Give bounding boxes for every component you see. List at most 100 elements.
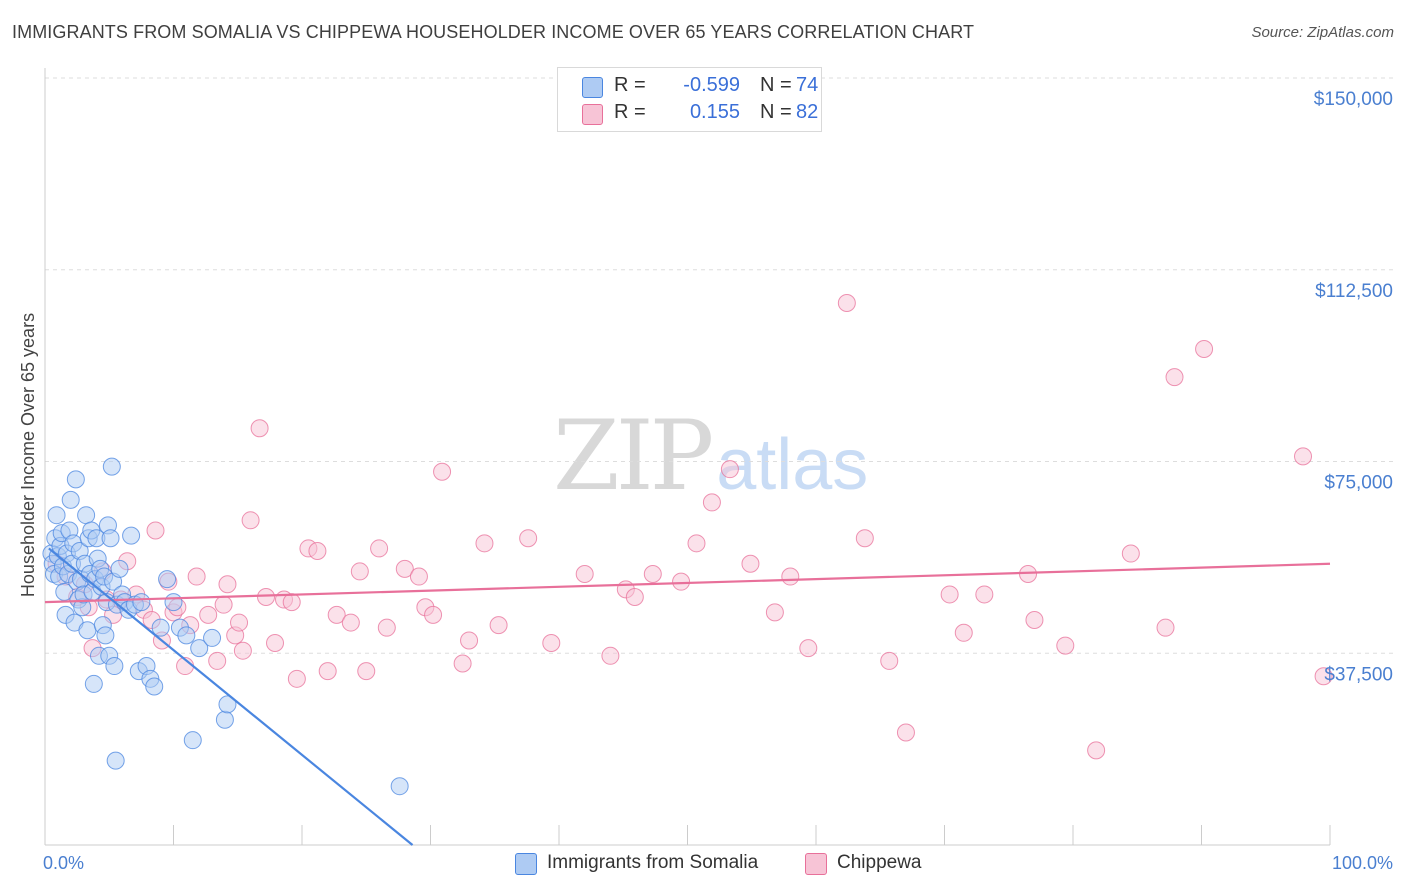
chippewa-point [720,460,739,479]
chippewa-point [318,662,337,681]
chippewa-point [855,529,874,548]
chippewa-point [475,534,494,553]
somalia-trendline [48,547,414,846]
chippewa-point [1294,447,1313,466]
somalia-point [203,628,222,647]
somalia-point [106,751,125,770]
legend-swatch-somalia [515,853,537,875]
chippewa-point [1156,618,1175,637]
somalia-point [215,710,234,729]
chippewa-point [672,572,691,591]
chippewa-point [146,521,165,540]
chippewa-point [896,723,915,742]
source-label: Source: ZipAtlas.com [1251,24,1394,41]
chippewa-point [837,293,856,312]
chippewa-point [687,534,706,553]
somalia-point [84,674,103,693]
legend-n-value: 74 [796,74,819,96]
somalia-point [145,677,164,696]
chippewa-point [643,564,662,583]
chippewa-point [409,567,428,586]
chippewa-point [880,651,899,670]
somalia-point [77,506,96,525]
chippewa-point [954,623,973,642]
somalia-point [390,777,409,796]
chippewa-point [424,605,443,624]
legend-swatch-somalia [582,77,603,98]
chippewa-point [377,618,396,637]
somalia-point [101,529,120,548]
x-tick-label: 100.0% [1332,853,1393,873]
legend-label-chippewa: Chippewa [837,852,922,873]
watermark-zip: ZIP [553,400,714,512]
legend-r-label: R = [614,74,646,96]
legend-r-label: R = [614,101,646,123]
chippewa-point [241,511,260,530]
chippewa-point [1025,611,1044,630]
chippewa-point [214,595,233,614]
y-axis-title: Householder Income Over 65 years [18,313,38,597]
chippewa-point [199,605,218,624]
y-tick-label: $75,000 [1324,473,1393,494]
chippewa-point [250,419,269,438]
chippewa-point [601,646,620,665]
somalia-point [132,593,151,612]
axes [44,68,1331,846]
legend-label-somalia: Immigrants from Somalia [547,852,759,873]
somalia-point [183,731,202,750]
legend-r-value: -0.599 [683,74,740,96]
chippewa-point [257,588,276,607]
chippewa-point [282,593,301,612]
chippewa-point [542,634,561,653]
y-tick-label: $112,500 [1315,281,1393,302]
chippewa-point [799,639,818,658]
chippewa-point [625,588,644,607]
legend-n-label: N = [760,74,792,96]
chippewa-point [1314,667,1333,686]
chippewa-points [47,293,1333,760]
y-tick-label: $37,500 [1324,664,1393,685]
somalia-point [78,621,97,640]
somalia-point [218,695,237,714]
chippewa-point [741,554,760,573]
somalia-point [47,506,66,525]
y-tick-label: $150,000 [1314,89,1393,110]
legend-n-value: 82 [796,101,819,123]
chippewa-point [453,654,472,673]
chippewa-point [460,631,479,650]
chippewa-point [327,605,346,624]
chippewa-point [395,559,414,578]
chippewa-point [975,585,994,604]
legend-swatch-chippewa [805,853,827,875]
chippewa-point [266,634,285,653]
chippewa-point [1195,340,1214,359]
watermark: ZIPatlas [553,400,868,512]
chippewa-point [187,567,206,586]
chippewa-point [357,662,376,681]
x-tick-label: 0.0% [43,853,84,873]
chippewa-point [218,575,237,594]
chippewa-point [308,541,327,560]
watermark-atlas: atlas [716,425,869,505]
somalia-point [96,626,115,645]
chippewa-point [1165,368,1184,387]
chippewa-point [433,462,452,481]
chippewa-point [208,651,227,670]
chippewa-point [765,603,784,622]
somalia-point [55,582,74,601]
chippewa-trendline [44,562,1331,604]
chippewa-point [1087,741,1106,760]
somalia-point [158,570,177,589]
chippewa-point [370,539,389,558]
chippewa-point [519,529,538,548]
somalia-point [61,490,80,509]
chippewa-point [1121,544,1140,563]
chippewa-point [230,613,249,632]
somalia-point [66,470,85,489]
chippewa-point [781,567,800,586]
chippewa-point [940,585,959,604]
legend-n-label: N = [760,101,792,123]
legend-swatch-chippewa [582,104,603,125]
somalia-point [110,559,129,578]
